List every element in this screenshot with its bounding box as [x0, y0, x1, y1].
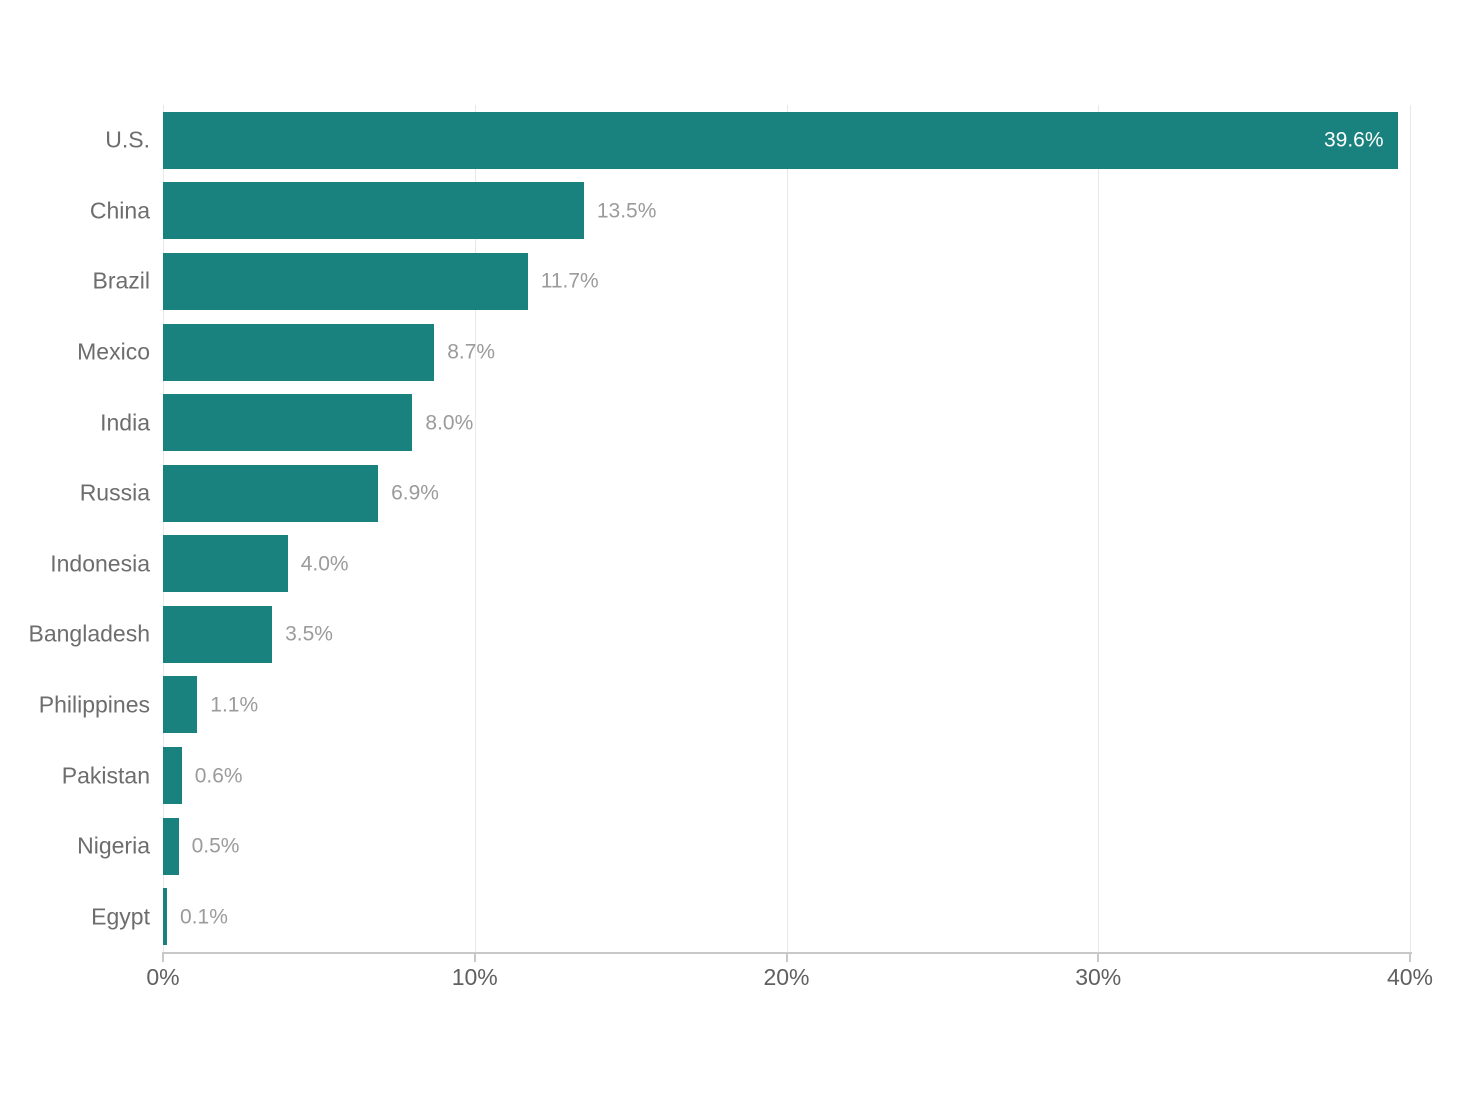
- x-axis-tick-label: 40%: [1386, 964, 1434, 990]
- x-axis-tick-label: 0%: [146, 964, 180, 990]
- bar-row-indonesia: Indonesia 4.0%: [50, 529, 1412, 600]
- bar-row-mexico: Mexico 8.7%: [77, 317, 1412, 388]
- bar: [163, 464, 379, 522]
- category-label: Indonesia: [50, 550, 150, 577]
- value-label: 4.0%: [300, 552, 349, 576]
- category-label: Pakistan: [61, 762, 150, 789]
- category-label: China: [89, 197, 150, 224]
- value-label: 3.5%: [285, 622, 333, 646]
- value-label: 8.0%: [425, 411, 474, 435]
- category-label: Nigeria: [77, 832, 150, 859]
- x-axis-tick: [473, 952, 476, 962]
- bar-row-bangladesh: Bangladesh 3.5%: [29, 599, 1412, 670]
- x-axis-tick: [785, 952, 788, 962]
- x-axis-tick-label: 30%: [1075, 964, 1122, 990]
- value-label: 0.5%: [191, 834, 240, 858]
- bar: [163, 182, 584, 240]
- value-label: 13.5%: [596, 199, 657, 223]
- value-label: 11.7%: [540, 269, 599, 293]
- category-label: Russia: [79, 479, 150, 506]
- bar: [163, 817, 179, 875]
- x-axis-line: [163, 952, 1412, 954]
- x-axis-tick-label: 20%: [763, 964, 810, 990]
- x-axis-tick-label: 10%: [451, 964, 498, 990]
- category-label: India: [100, 409, 150, 436]
- value-label: 1.1%: [210, 693, 259, 717]
- bar: [163, 605, 273, 663]
- value-label: 8.7%: [447, 340, 496, 364]
- bar: [163, 535, 288, 593]
- bar-row-china: China 13.5%: [90, 176, 1412, 247]
- bar-row-russia: Russia 6.9%: [80, 458, 1412, 529]
- bar-row-pakistan: Pakistan 0.6%: [62, 740, 1412, 811]
- gridline-40pct: [1410, 105, 1411, 952]
- bar: [163, 888, 167, 946]
- bar: [163, 323, 435, 381]
- bar: 39.6%: [163, 111, 1398, 169]
- category-label: Brazil: [92, 267, 150, 294]
- value-label: 0.6%: [194, 764, 243, 788]
- category-label: Bangladesh: [28, 620, 151, 647]
- bar: [163, 747, 182, 805]
- bar-row-egypt: Egypt 0.1%: [91, 881, 1412, 952]
- bar-row-india: India 8.0%: [100, 387, 1412, 458]
- gridline-10pct: [474, 105, 476, 952]
- bar-row-brazil: Brazil 11.7%: [92, 246, 1412, 317]
- plot-area: U.S. 39.6% China 13.5% Brazil 11.7% Mexico 8.7%…: [29, 105, 1412, 952]
- category-label: U.S.: [105, 126, 150, 153]
- gridline-30pct: [1098, 105, 1100, 952]
- bar: [163, 252, 528, 310]
- gridline-0pct: [163, 105, 164, 952]
- bar: [163, 394, 413, 452]
- category-label: Philippines: [38, 691, 150, 718]
- value-label: 6.9%: [391, 481, 439, 505]
- bar-row-us: U.S. 39.6%: [105, 105, 1412, 176]
- value-label: 39.6%: [1323, 128, 1384, 152]
- x-axis-tick: [1409, 952, 1411, 962]
- x-axis-tick: [162, 952, 164, 962]
- gridline-20pct: [786, 105, 788, 952]
- bar: [163, 676, 198, 734]
- bar-row-philippines: Philippines 1.1%: [39, 670, 1412, 741]
- x-axis-tick: [1097, 952, 1100, 962]
- category-label: Mexico: [77, 338, 150, 365]
- value-label: 0.1%: [180, 905, 228, 929]
- bar-row-nigeria: Nigeria 0.5%: [77, 811, 1412, 882]
- category-label: Egypt: [91, 903, 150, 930]
